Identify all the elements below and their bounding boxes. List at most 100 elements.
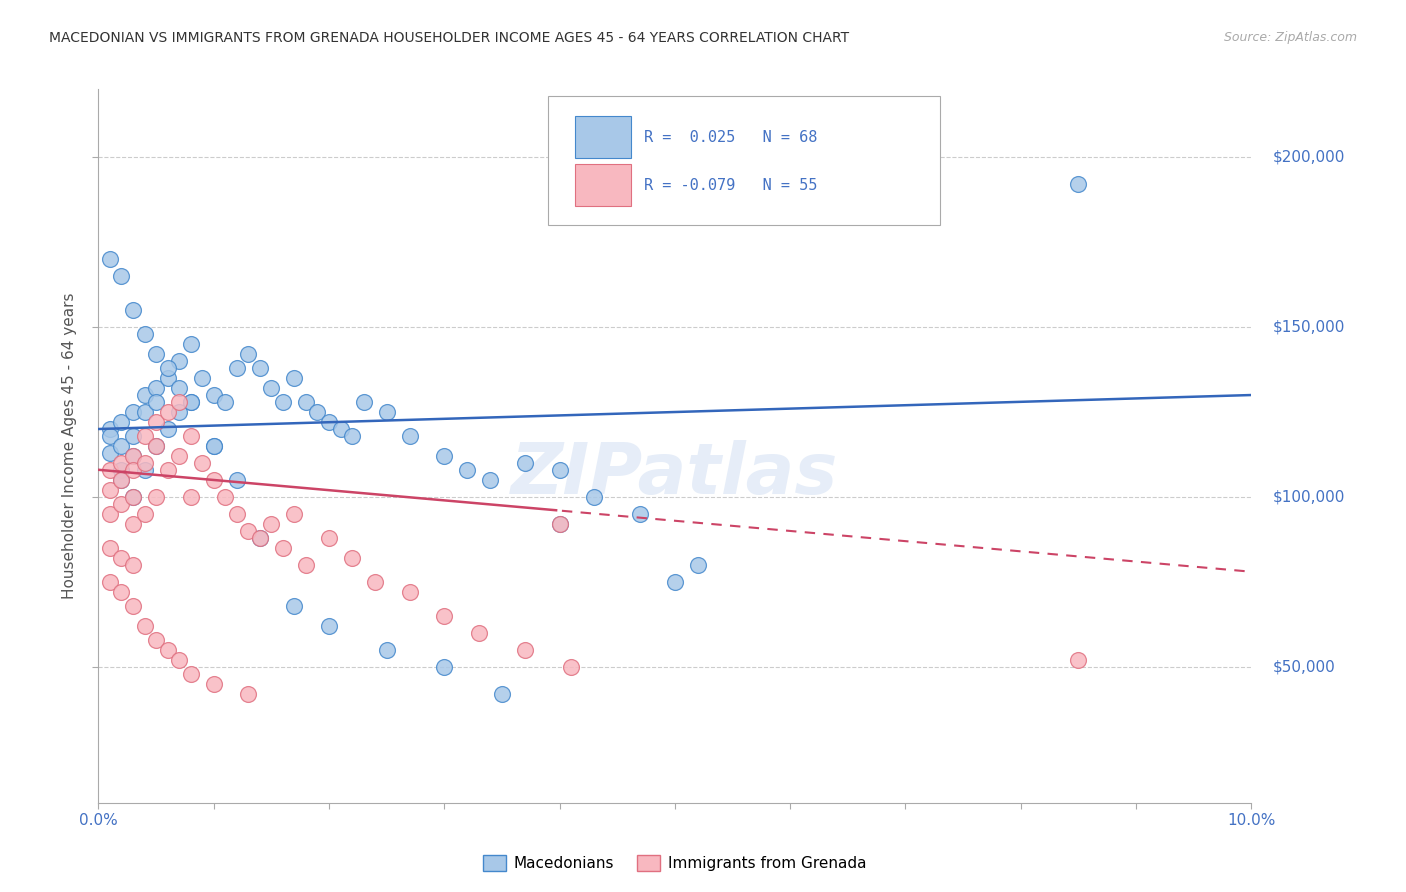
Text: ZIPatlas: ZIPatlas <box>512 440 838 509</box>
Point <box>433 608 456 623</box>
Point <box>145 490 167 504</box>
Point <box>110 497 132 511</box>
Point <box>238 687 260 701</box>
FancyBboxPatch shape <box>575 164 631 206</box>
Point <box>98 541 121 555</box>
Point <box>340 429 363 443</box>
Point <box>156 463 179 477</box>
Point <box>329 422 352 436</box>
Point <box>191 456 214 470</box>
Point <box>134 463 156 477</box>
Point <box>295 394 318 409</box>
Text: Source: ZipAtlas.com: Source: ZipAtlas.com <box>1223 31 1357 45</box>
Point <box>156 643 179 657</box>
Point <box>664 574 686 589</box>
Point <box>202 473 225 487</box>
Point <box>271 541 294 555</box>
Point <box>167 394 190 409</box>
Y-axis label: Householder Income Ages 45 - 64 years: Householder Income Ages 45 - 64 years <box>62 293 77 599</box>
Point <box>468 626 491 640</box>
Text: R = -0.079   N = 55: R = -0.079 N = 55 <box>644 178 817 193</box>
Point <box>283 599 305 613</box>
Point <box>283 507 305 521</box>
Point <box>98 429 121 443</box>
Point <box>513 456 536 470</box>
Point <box>145 632 167 647</box>
Point <box>122 429 145 443</box>
Point <box>225 360 247 375</box>
Point <box>191 371 214 385</box>
Text: $100,000: $100,000 <box>1272 490 1344 505</box>
Text: R =  0.025   N = 68: R = 0.025 N = 68 <box>644 130 817 145</box>
Point <box>134 405 156 419</box>
Point <box>340 551 363 566</box>
Point <box>249 531 271 545</box>
Point <box>122 490 145 504</box>
Point <box>180 394 202 409</box>
Point <box>180 337 202 351</box>
Point <box>180 394 202 409</box>
Point <box>122 490 145 504</box>
Point <box>364 574 387 589</box>
Point <box>513 643 536 657</box>
Point <box>318 531 340 545</box>
Point <box>167 405 190 419</box>
Point <box>156 360 179 375</box>
Point <box>548 463 571 477</box>
Point <box>583 490 606 504</box>
FancyBboxPatch shape <box>548 96 941 225</box>
Point <box>145 347 167 361</box>
Point <box>260 517 283 532</box>
Point <box>167 354 190 368</box>
Point <box>134 326 156 341</box>
Point <box>628 507 651 521</box>
Legend: Macedonians, Immigrants from Grenada: Macedonians, Immigrants from Grenada <box>477 849 873 877</box>
Point <box>375 643 398 657</box>
Point <box>238 524 260 538</box>
Point <box>479 473 502 487</box>
Point <box>260 381 283 395</box>
Text: MACEDONIAN VS IMMIGRANTS FROM GRENADA HOUSEHOLDER INCOME AGES 45 - 64 YEARS CORR: MACEDONIAN VS IMMIGRANTS FROM GRENADA HO… <box>49 31 849 45</box>
Point <box>110 551 132 566</box>
Point <box>225 473 247 487</box>
Point <box>110 269 132 284</box>
Point <box>180 429 202 443</box>
Point <box>134 619 156 633</box>
Point <box>110 439 132 453</box>
Point <box>202 388 225 402</box>
Point <box>156 405 179 419</box>
Point <box>98 422 121 436</box>
Point <box>110 456 132 470</box>
Point <box>134 456 156 470</box>
Point <box>307 405 329 419</box>
Point <box>353 394 375 409</box>
Point <box>167 381 190 395</box>
Point <box>98 483 121 498</box>
Point <box>134 429 156 443</box>
Point <box>98 507 121 521</box>
Point <box>122 303 145 318</box>
Point <box>398 429 420 443</box>
Point <box>202 677 225 691</box>
Point <box>156 371 179 385</box>
Point <box>167 653 190 667</box>
Point <box>1067 653 1090 667</box>
Point <box>122 405 145 419</box>
Point <box>122 517 145 532</box>
Point <box>180 666 202 681</box>
Point <box>202 439 225 453</box>
Point <box>271 394 294 409</box>
Point <box>145 381 167 395</box>
Point <box>225 507 247 521</box>
Point <box>202 439 225 453</box>
Point <box>318 415 340 429</box>
Point <box>548 517 571 532</box>
Point <box>214 490 236 504</box>
Point <box>1067 178 1090 192</box>
Point <box>214 394 236 409</box>
Point <box>238 347 260 361</box>
Point <box>122 449 145 463</box>
Point <box>295 558 318 572</box>
Point <box>98 446 121 460</box>
Point <box>122 599 145 613</box>
